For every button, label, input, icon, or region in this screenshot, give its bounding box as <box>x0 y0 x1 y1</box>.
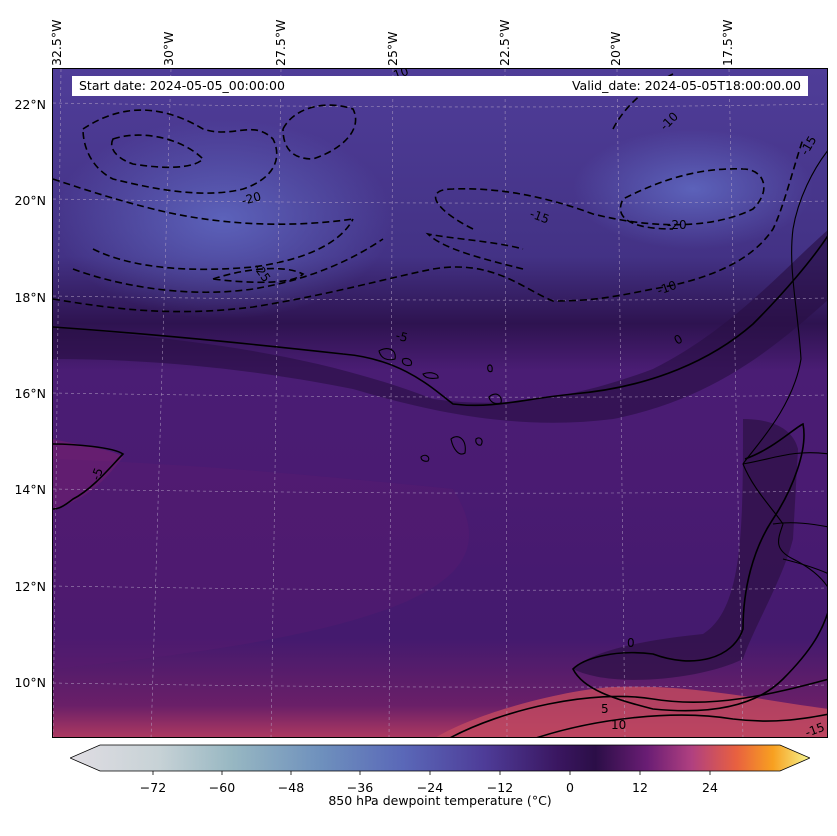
island-sao-vicente <box>401 357 413 367</box>
contour-label: -20 <box>667 218 687 232</box>
contour-label: -5 <box>394 328 409 345</box>
map-panel: -10 -10 -15 -20 -20 -25 -15 -10 -5 0 -5 … <box>52 68 828 738</box>
contour-label: 5 <box>601 702 609 716</box>
island-sal <box>487 364 493 373</box>
island-boa-vista <box>488 393 502 405</box>
contour-label: 0 <box>627 636 635 650</box>
lon-label: 30°W <box>161 31 176 66</box>
graticule <box>53 69 827 737</box>
island-santo-antao <box>378 348 396 361</box>
african-coastline <box>742 150 827 587</box>
dewpoint-field-map: -10 -10 -15 -20 -20 -25 -15 -10 -5 0 -5 … <box>53 69 827 738</box>
colorbar-tick-label: −48 <box>277 780 305 795</box>
coastal-dark-region <box>573 419 798 680</box>
positive-contours <box>53 235 827 737</box>
contour-label: -20 <box>240 189 263 208</box>
lat-label: 14°N <box>14 482 46 497</box>
colorbar-tick-label: −24 <box>416 780 444 795</box>
senegal-border <box>742 452 827 465</box>
lon-label: 20°W <box>608 31 623 66</box>
cold-region-east <box>573 129 813 249</box>
lon-label: 32.5°W <box>49 19 64 66</box>
island-santiago <box>450 436 466 455</box>
contour-label: -15 <box>528 207 551 227</box>
lat-label: 20°N <box>14 193 46 208</box>
lon-label: 25°W <box>385 31 400 66</box>
lon-label: 27.5°W <box>273 19 288 66</box>
island-sao-nicolau <box>422 372 439 379</box>
colorbar-tick-label: −12 <box>486 780 514 795</box>
lon-label: 17.5°W <box>720 19 735 66</box>
warm-region-mid <box>53 459 469 669</box>
valid-date: Valid_date: 2024-05-05T18:00:00.00 <box>571 78 801 93</box>
warm-region-south <box>436 686 827 737</box>
coastlines <box>378 150 827 587</box>
contour-label: 10 <box>611 718 626 732</box>
colorbar <box>70 744 810 775</box>
date-info-box: Start date: 2024-05-05_00:00:00 Valid_da… <box>72 76 808 96</box>
colorbar-tick-label: −36 <box>346 780 374 795</box>
lat-label: 10°N <box>14 675 46 690</box>
negative-contours <box>53 73 804 313</box>
lat-label: 18°N <box>14 290 46 305</box>
lat-label: 16°N <box>14 386 46 401</box>
contour-label: -15 <box>803 720 826 738</box>
warm-region-west <box>53 439 123 509</box>
lat-label: 22°N <box>14 97 46 112</box>
colorbar-body <box>70 744 810 772</box>
contour-label: -5 <box>89 466 106 482</box>
contour-label: -10 <box>655 278 678 298</box>
colorbar-tick-label: 0 <box>566 780 574 795</box>
colorbar-title: 850 hPa dewpoint temperature (°C) <box>328 793 552 808</box>
guinea-border <box>782 558 827 574</box>
colorbar-tick-label: 12 <box>632 780 648 795</box>
island-maio <box>475 437 483 446</box>
colorbar-ticks <box>152 771 711 775</box>
lon-label: 22.5°W <box>497 19 512 66</box>
start-date: Start date: 2024-05-05_00:00:00 <box>79 78 285 93</box>
gambia-outline <box>772 522 827 528</box>
colorbar-tick-label: −72 <box>139 780 167 795</box>
cold-region-west <box>53 119 393 319</box>
island-fogo <box>420 454 430 462</box>
colorbar-tick-label: 24 <box>702 780 718 795</box>
lat-label: 12°N <box>14 579 46 594</box>
colorbar-tick-label: −60 <box>208 780 236 795</box>
